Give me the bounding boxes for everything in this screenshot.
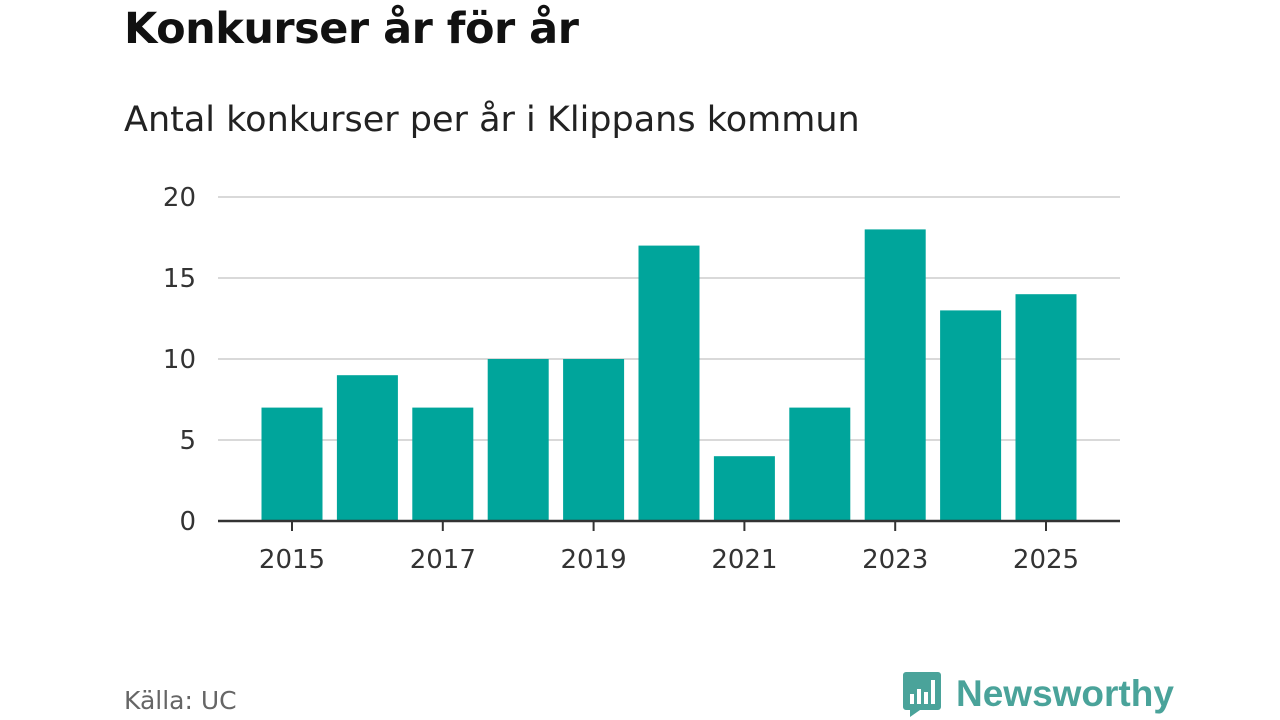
bar-chart: 0 5 10 15 20 2015 2017 2019 2021 2023 2025: [163, 183, 1120, 575]
y-tick-label: 15: [163, 264, 196, 294]
y-tick-label: 5: [179, 426, 196, 456]
x-tick-label: 2017: [410, 545, 476, 575]
y-axis-ticks: 0 5 10 15 20: [163, 183, 196, 537]
bar-2024: [940, 310, 1002, 521]
y-tick-label: 10: [163, 345, 196, 375]
bar-2025: [1015, 294, 1077, 521]
x-tick-label: 2025: [1013, 545, 1079, 575]
bar-2021: [713, 456, 775, 521]
bar-2015: [261, 407, 323, 521]
newsworthy-logo-icon: [903, 672, 941, 717]
bar-2019: [563, 359, 625, 521]
bar-2018: [487, 359, 549, 521]
x-tick-label: 2023: [862, 545, 928, 575]
chart-title: Konkurser år för år: [124, 4, 579, 54]
source-note: Källa: UC: [124, 686, 237, 715]
y-tick-label: 20: [163, 183, 196, 213]
bar-2016: [336, 375, 398, 521]
bar-2017: [412, 407, 474, 521]
x-tick-label: 2021: [711, 545, 777, 575]
x-tick-label: 2019: [561, 545, 627, 575]
brand-name: Newsworthy: [956, 673, 1174, 714]
x-axis-ticks: 2015 2017 2019 2021 2023 2025: [259, 521, 1079, 575]
chart-subtitle: Antal konkurser per år i Klippans kommun: [124, 100, 860, 140]
brand: Newsworthy: [902, 668, 1174, 720]
x-tick-label: 2015: [259, 545, 325, 575]
bar-2020: [638, 245, 700, 521]
bars: [261, 229, 1077, 521]
y-tick-label: 0: [179, 507, 196, 537]
bar-2022: [789, 407, 851, 521]
bar-2023: [864, 229, 926, 521]
